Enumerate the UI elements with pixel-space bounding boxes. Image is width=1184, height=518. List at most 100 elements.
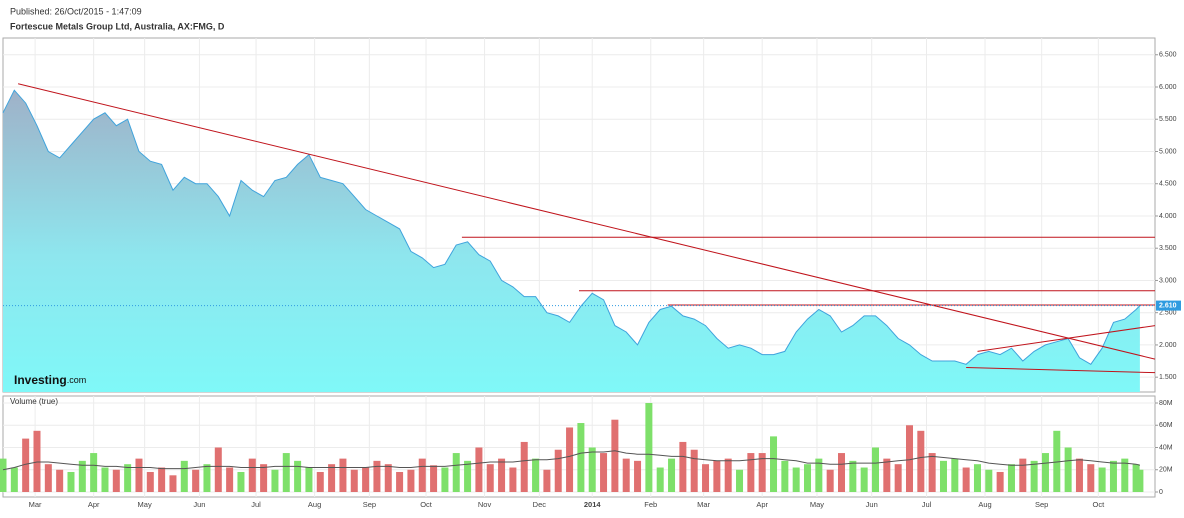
- trendline: [966, 366, 1156, 374]
- volume-bar: [554, 449, 562, 492]
- y-tick-label: 4.500: [1159, 181, 1177, 188]
- volume-bar: [67, 471, 75, 492]
- volume-bar: [10, 467, 18, 492]
- volume-bar: [566, 427, 574, 492]
- volume-bar: [702, 464, 710, 492]
- volume-ma: [2, 450, 1141, 471]
- x-tick-label: Aug: [308, 500, 321, 509]
- y-tick-label: 80M: [1159, 400, 1173, 407]
- volume-bar: [770, 436, 778, 492]
- volume-bar: [905, 425, 913, 492]
- volume-bar: [758, 453, 766, 492]
- chart-title: Fortescue Metals Group Ltd, Australia, A…: [10, 21, 225, 31]
- x-tick-label: Sep: [1035, 500, 1048, 509]
- volume-bar: [894, 464, 902, 492]
- volume-bar: [214, 447, 222, 492]
- volume-bar: [486, 464, 494, 492]
- trendline: [977, 325, 1156, 352]
- volume-bar: [996, 471, 1004, 492]
- volume-bar: [1041, 453, 1049, 492]
- logo-main: Investing: [14, 373, 67, 387]
- x-tick-label: Mar: [29, 500, 42, 509]
- price-line: [2, 89, 1141, 365]
- volume-bar: [1109, 460, 1117, 492]
- volume-bar: [600, 453, 608, 492]
- volume-bar: [271, 469, 279, 492]
- volume-bar: [883, 458, 891, 492]
- volume-bar: [328, 464, 336, 492]
- volume-bar: [1098, 467, 1106, 492]
- volume-label: Volume (true): [10, 397, 58, 406]
- volume-bar: [418, 458, 426, 492]
- volume-bar: [917, 430, 925, 492]
- volume-bar: [464, 460, 472, 492]
- volume-bar: [362, 467, 370, 492]
- trendline: [17, 83, 1156, 360]
- x-tick-label: Oct: [1093, 500, 1106, 509]
- volume-bar: [237, 471, 245, 492]
- volume-bar: [282, 453, 290, 492]
- volume-bar: [56, 469, 64, 492]
- x-tick-label: 2014: [584, 500, 602, 509]
- volume-bar: [78, 460, 86, 492]
- volume-bar: [33, 430, 41, 492]
- volume-bar: [668, 458, 676, 492]
- volume-bar: [781, 460, 789, 492]
- volume-bar: [645, 403, 653, 492]
- x-tick-label: Jul: [922, 500, 932, 509]
- volume-bar: [973, 464, 981, 492]
- y-tick-label: 4.000: [1159, 213, 1177, 220]
- volume-bar: [316, 471, 324, 492]
- volume-bar: [1132, 464, 1140, 492]
- volume-bar: [838, 453, 846, 492]
- x-tick-label: Oct: [420, 500, 433, 509]
- x-tick-label: Jun: [193, 500, 205, 509]
- logo: Investing.com: [14, 373, 86, 387]
- volume-bar: [656, 467, 664, 492]
- y-tick-label: 20M: [1159, 467, 1173, 474]
- y-tick-label: 40M: [1159, 444, 1173, 451]
- volume-bar: [226, 467, 234, 492]
- volume-bar: [532, 458, 540, 492]
- x-tick-label: Apr: [756, 500, 768, 509]
- logo-suffix: .com: [67, 375, 87, 385]
- volume-bar: [1053, 430, 1061, 492]
- volume-bar: [0, 458, 7, 492]
- volume-bar: [305, 467, 313, 492]
- volume-bar: [260, 464, 268, 492]
- x-tick-label: Aug: [978, 500, 991, 509]
- volume-bar: [860, 467, 868, 492]
- volume-bar: [192, 469, 200, 492]
- volume-bar: [1007, 464, 1015, 492]
- volume-bar: [294, 460, 302, 492]
- volume-bar: [736, 469, 744, 492]
- volume-bar: [611, 419, 619, 492]
- volume-bar: [849, 460, 857, 492]
- volume-bar: [928, 453, 936, 492]
- volume-bar: [815, 458, 823, 492]
- volume-bar: [384, 464, 392, 492]
- volume-bar: [1064, 447, 1072, 492]
- y-tick-label: 0: [1159, 489, 1163, 496]
- volume-bar: [939, 460, 947, 492]
- y-tick-label: 5.500: [1159, 116, 1177, 123]
- volume-bar: [407, 469, 415, 492]
- y-tick-label: 5.000: [1159, 148, 1177, 155]
- volume-bar: [804, 464, 812, 492]
- volume-bar: [962, 467, 970, 492]
- volume-bar: [350, 469, 358, 492]
- volume-bar: [634, 460, 642, 492]
- y-tick-label: 1.500: [1159, 374, 1177, 381]
- x-tick-label: Nov: [478, 500, 492, 509]
- volume-bar: [1019, 458, 1027, 492]
- volume-bar: [135, 458, 143, 492]
- volume-bar: [724, 458, 732, 492]
- x-tick-label: Jul: [251, 500, 261, 509]
- volume-bar: [679, 441, 687, 492]
- x-tick-label: Sep: [363, 500, 376, 509]
- volume-bar: [430, 465, 438, 492]
- volume-bar: [520, 441, 528, 492]
- x-tick-label: May: [810, 500, 824, 509]
- volume-bar: [169, 475, 177, 492]
